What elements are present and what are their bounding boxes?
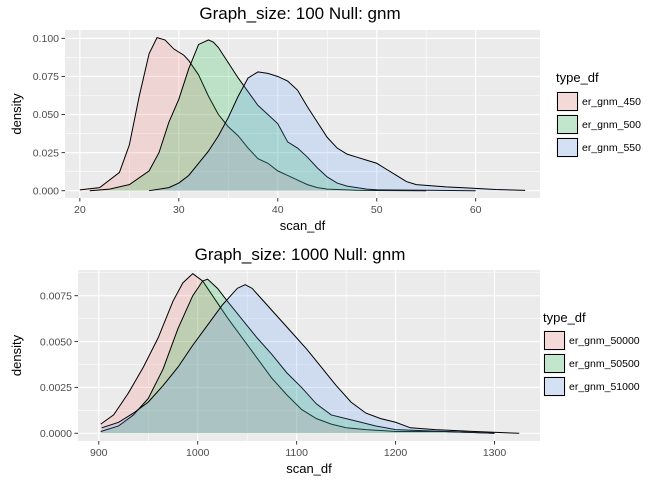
- legend-label: er_gnm_51000: [569, 381, 640, 393]
- y-tick-label: 0.025: [33, 147, 59, 159]
- chart-title: Graph_size: 1000 Null: gnm: [195, 245, 406, 264]
- x-tick-label: 40: [272, 204, 284, 216]
- legend-key-er_gnm_450: [557, 92, 578, 111]
- density-area-er_gnm_51000: [101, 284, 520, 434]
- y-tick-label: 0.075: [33, 71, 59, 83]
- density-line-er_gnm_50000: [100, 273, 495, 434]
- chart-2: 900 1000 1100 1200 1300 0.0000 0.0025 0.0050 0.0…: [9, 245, 640, 476]
- y-tick-label: 0.000: [33, 185, 59, 197]
- y-tick-label: 0.0025: [40, 382, 72, 394]
- x-tick-label: 50: [371, 204, 383, 216]
- y-axis-title: density: [9, 93, 24, 135]
- legend-label: er_gnm_50500: [569, 358, 640, 370]
- legend-key-bg: [543, 376, 566, 397]
- x-tick-label: 900: [90, 447, 108, 459]
- legend-key-er_gnm_500: [557, 115, 578, 134]
- legend-key-er_gnm_51000: [544, 377, 565, 396]
- chart-title: Graph_size: 100 Null: gnm: [199, 4, 400, 23]
- density-area-er_gnm_550: [149, 71, 526, 191]
- x-tick-label: 1000: [186, 447, 210, 459]
- density-area-er_gnm_50000: [100, 273, 495, 434]
- density-line-er_gnm_50500: [100, 278, 495, 434]
- density-line-er_gnm_450: [79, 37, 427, 192]
- x-tick-label: 20: [74, 204, 86, 216]
- legend-title: type_df: [543, 310, 586, 325]
- x-tick-label: 1300: [483, 447, 507, 459]
- y-tick-label: 0.0000: [40, 428, 72, 440]
- x-tick-label: 1100: [285, 447, 308, 459]
- legend-label: er_gnm_550: [582, 142, 641, 154]
- density-area-er_gnm_50500: [100, 279, 495, 434]
- legend: type_df er_gnm_50000 er_gnm_50500 er_gnm_51…: [543, 310, 640, 397]
- y-tick-label: 0.050: [33, 109, 59, 121]
- legend-key-bg: [556, 114, 579, 135]
- plot-panel: [78, 270, 540, 441]
- density-line-er_gnm_550: [149, 71, 526, 192]
- x-axis-title: scan_df: [286, 461, 332, 476]
- legend-key-bg: [556, 137, 579, 158]
- legend-key-er_gnm_550: [557, 138, 578, 157]
- x-axis-title: scan_df: [280, 218, 326, 233]
- legend: type_df er_gnm_450 er_gnm_500 er_gnm_550: [556, 70, 641, 158]
- x-tick-label: 1200: [384, 447, 408, 459]
- y-tick-label: 0.0050: [40, 336, 72, 348]
- density-line-er_gnm_51000: [101, 284, 520, 434]
- legend-key-er_gnm_50500: [544, 354, 565, 373]
- legend-title: type_df: [556, 70, 599, 85]
- x-tick-label: 60: [470, 204, 482, 216]
- chart-1: 20 30 40 50 60 0.000 0.025 0.050 0.075 0.100 Graph…: [9, 4, 641, 233]
- x-tick-label: 30: [173, 204, 185, 216]
- legend-key-bg: [543, 330, 566, 351]
- y-axis-title: density: [9, 334, 24, 376]
- legend-label: er_gnm_500: [582, 119, 641, 131]
- legend-key-er_gnm_50000: [544, 331, 565, 350]
- y-tick-label: 0.100: [33, 33, 59, 45]
- legend-label: er_gnm_450: [582, 96, 641, 108]
- y-tick-label: 0.0075: [40, 290, 72, 302]
- legend-label: er_gnm_50000: [569, 335, 640, 347]
- density-area-er_gnm_450: [79, 37, 427, 191]
- density-line-er_gnm_500: [89, 39, 476, 192]
- legend-key-bg: [556, 91, 579, 112]
- legend-key-bg: [543, 353, 566, 374]
